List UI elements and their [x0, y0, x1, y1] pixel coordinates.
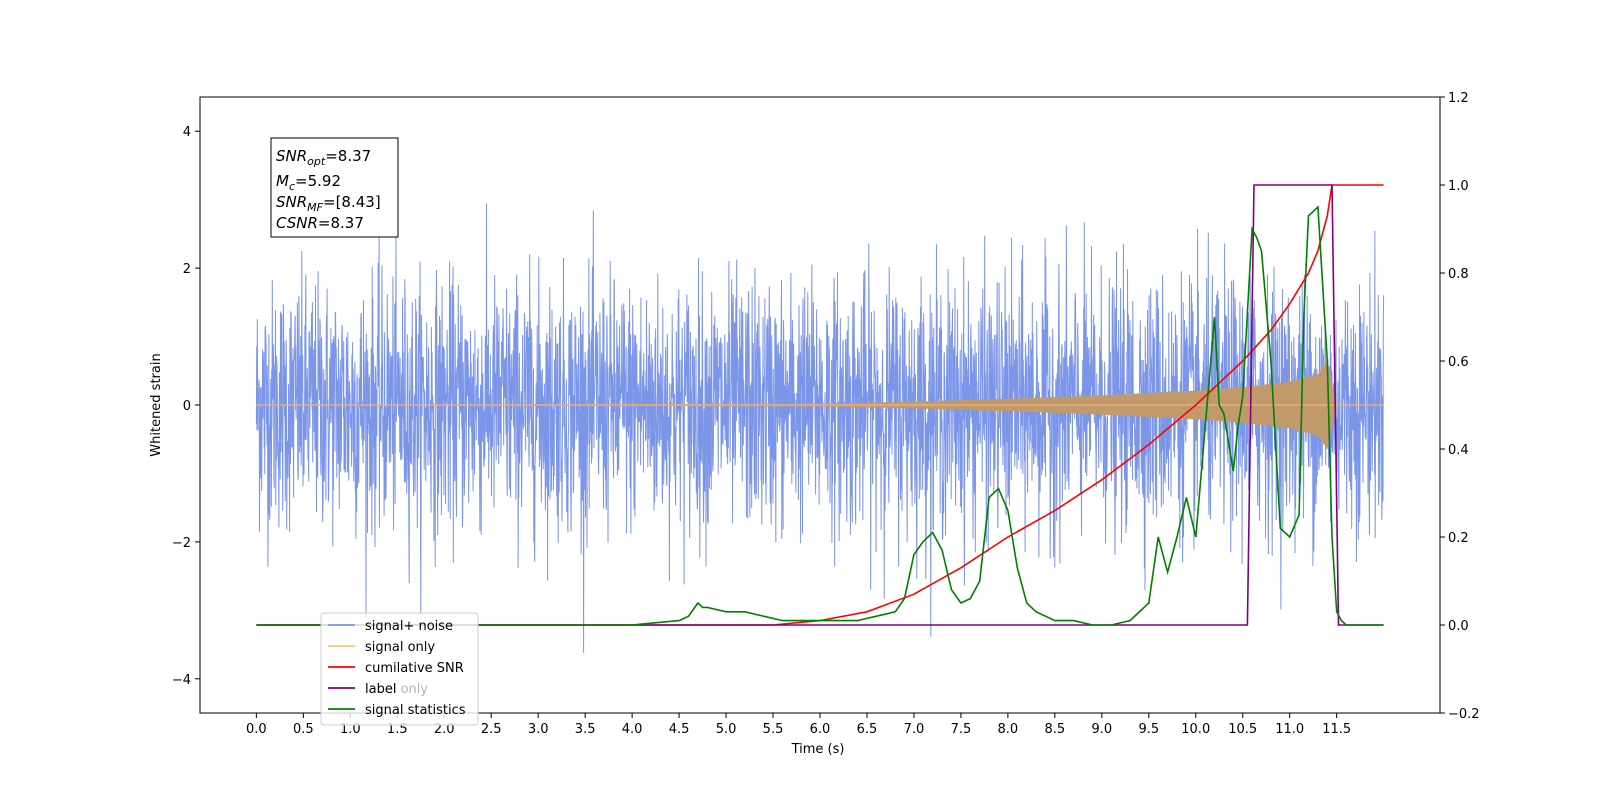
- y-right-tick-label: 1.2: [1448, 91, 1469, 106]
- x-tick-label: 6.0: [810, 722, 831, 737]
- y-axis-label: Whitened strain: [149, 353, 164, 456]
- y-left-tick-label: 4: [183, 125, 191, 140]
- x-tick-label: 1.0: [340, 722, 361, 737]
- x-tick-label: 8.0: [998, 722, 1019, 737]
- y-left-tick-label: 2: [183, 262, 191, 277]
- x-tick-label: 0.0: [246, 722, 267, 737]
- cumulative-snr-series: [256, 184, 1384, 626]
- snr-opt-text: SNRopt=8.37: [276, 147, 371, 168]
- y-right-tick-label: 0.2: [1448, 531, 1469, 546]
- snr-mf-text: SNRMF=[8.43]: [276, 193, 381, 214]
- x-tick-label: 6.5: [857, 722, 878, 737]
- x-tick-label: 5.0: [716, 722, 737, 737]
- x-tick-label: 9.0: [1091, 722, 1112, 737]
- chirp-mass-subscript: c: [289, 180, 295, 193]
- x-tick-label: 3.5: [575, 722, 596, 737]
- x-tick-label: 2.5: [481, 722, 502, 737]
- x-tick-label: 7.0: [904, 722, 925, 737]
- csnr-symbol: CSNR: [276, 214, 318, 232]
- x-tick-label: 7.5: [951, 722, 972, 737]
- y-axis-right-ticks: 1.2 1.0 0.8 0.6 0.4 0.2 0.0 −0.2: [1440, 91, 1480, 722]
- x-tick-label: 5.5: [763, 722, 784, 737]
- legend-label-label-only: label only: [365, 682, 428, 697]
- legend-label-label: label: [365, 682, 396, 697]
- signal-noise-series: [255, 203, 1385, 653]
- info-box-frame: [270, 137, 399, 238]
- legend-label-cumulative-snr: cumilative SNR: [365, 661, 464, 676]
- csnr-text: CSNR=8.37: [276, 214, 364, 232]
- x-tick-label: 8.5: [1045, 722, 1066, 737]
- chirp-mass-symbol: M: [276, 172, 289, 190]
- x-axis-label: Time (s): [791, 742, 845, 757]
- snr-opt-value: =8.37: [325, 147, 371, 165]
- legend: signal+ noise signal only cumilative SNR…: [320, 612, 479, 726]
- y-right-tick-label: 0.8: [1448, 267, 1469, 282]
- legend-label-signal-only: signal only: [365, 640, 435, 655]
- snr-mf-value: =[8.43]: [323, 193, 381, 211]
- x-tick-label: 11.5: [1322, 722, 1351, 737]
- x-tick-label: 10.5: [1228, 722, 1257, 737]
- legend-frame: [320, 612, 479, 726]
- snr-mf-subscript: MF: [307, 201, 323, 214]
- y-left-tick-label: −4: [172, 673, 191, 688]
- y-right-tick-label: 0.6: [1448, 355, 1469, 370]
- x-tick-label: 10.0: [1181, 722, 1210, 737]
- signal-statistics-series: [256, 205, 1384, 626]
- y-right-tick-label: 1.0: [1448, 179, 1469, 194]
- y-right-tick-label: 0.4: [1448, 443, 1469, 458]
- y-left-tick-label: −2: [172, 536, 191, 551]
- legend-label-signal-noise: signal+ noise: [365, 619, 453, 634]
- legend-label-signal-statistics: signal statistics: [365, 703, 466, 718]
- x-tick-label: 2.0: [434, 722, 455, 737]
- y-right-tick-label: 0.0: [1448, 619, 1469, 634]
- snr-mf-symbol: SNR: [276, 193, 307, 211]
- csnr-value: =8.37: [318, 214, 364, 232]
- x-axis-ticks: 0.0 0.5 1.0 1.5 2.0 2.5 3.0 3.5 4.0 4.5 5.0 5.5 6.0 6…: [246, 713, 1351, 737]
- y-axis-left-ticks: 4 2 0 −2 −4: [172, 125, 200, 688]
- x-tick-label: 3.0: [528, 722, 549, 737]
- x-tick-label: 4.0: [622, 722, 643, 737]
- plot-area: [255, 184, 1385, 653]
- y-right-tick-label: −0.2: [1448, 707, 1480, 722]
- x-tick-label: 0.5: [293, 722, 314, 737]
- snr-opt-subscript: opt: [307, 155, 326, 168]
- x-tick-label: 1.5: [387, 722, 408, 737]
- snr-opt-symbol: SNR: [276, 147, 307, 165]
- info-box: SNRopt=8.37 Mc=5.92 SNRMF=[8.43] CSNR=8.…: [270, 137, 399, 238]
- x-tick-label: 9.5: [1138, 722, 1159, 737]
- x-tick-label: 4.5: [669, 722, 690, 737]
- y-left-tick-label: 0: [183, 399, 191, 414]
- chirp-mass-text: Mc=5.92: [276, 172, 341, 193]
- chirp-mass-value: =5.92: [295, 172, 341, 190]
- x-tick-label: 11.0: [1275, 722, 1304, 737]
